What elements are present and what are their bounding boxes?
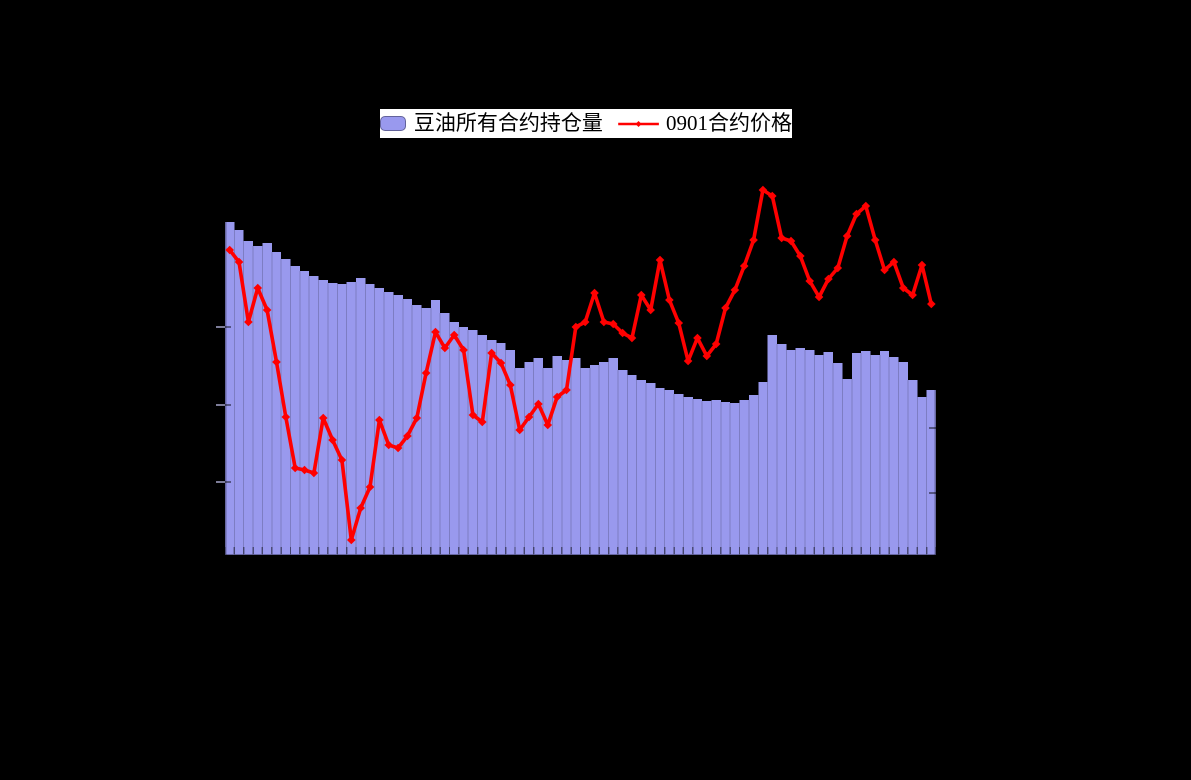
legend-line-sample-icon: [618, 120, 659, 127]
axis-ticks: [216, 222, 937, 555]
legend-bar-label: 豆油所有合约持仓量: [413, 111, 603, 135]
legend-line-label: 0901合约价格: [666, 111, 792, 135]
bar-series: [225, 222, 936, 555]
price-line-series: [225, 185, 936, 545]
legend-bar-swatch: [380, 116, 406, 131]
legend: 豆油所有合约持仓量 0901合约价格: [379, 108, 793, 139]
